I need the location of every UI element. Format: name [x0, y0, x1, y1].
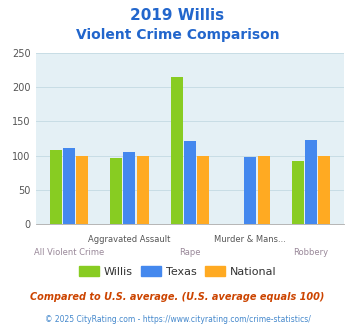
Bar — [110, 158, 122, 224]
Text: Compared to U.S. average. (U.S. average equals 100): Compared to U.S. average. (U.S. average … — [30, 292, 325, 302]
Bar — [244, 157, 256, 224]
Bar — [318, 156, 330, 224]
Text: Rape: Rape — [179, 248, 201, 257]
Text: 2019 Willis: 2019 Willis — [130, 8, 225, 23]
Text: Aggravated Assault: Aggravated Assault — [88, 235, 171, 244]
Bar — [305, 140, 317, 224]
Text: All Violent Crime: All Violent Crime — [34, 248, 104, 257]
Bar — [291, 161, 304, 224]
Text: Violent Crime Comparison: Violent Crime Comparison — [76, 28, 279, 42]
Bar — [197, 156, 209, 224]
Bar — [124, 152, 136, 224]
Legend: Willis, Texas, National: Willis, Texas, National — [74, 261, 281, 281]
Bar — [258, 156, 270, 224]
Bar — [76, 156, 88, 224]
Bar — [50, 150, 62, 224]
Bar — [63, 148, 75, 224]
Bar — [184, 141, 196, 224]
Text: Murder & Mans...: Murder & Mans... — [214, 235, 286, 244]
Bar — [137, 156, 149, 224]
Text: © 2025 CityRating.com - https://www.cityrating.com/crime-statistics/: © 2025 CityRating.com - https://www.city… — [45, 315, 310, 324]
Text: Robbery: Robbery — [293, 248, 328, 257]
Bar — [170, 77, 183, 224]
